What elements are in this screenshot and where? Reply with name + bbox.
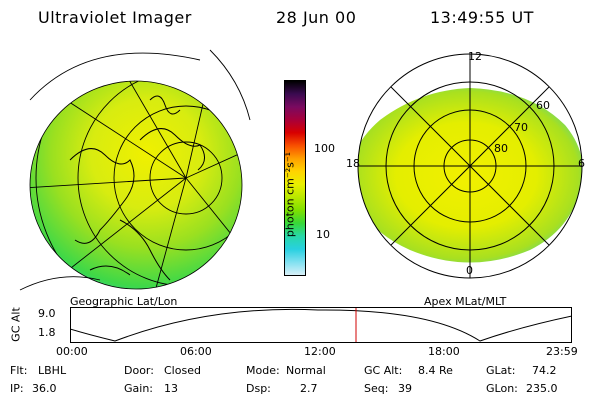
seq-value: 39 — [398, 382, 412, 395]
lat-label-70: 70 — [514, 121, 528, 134]
altitude-plot — [70, 307, 572, 343]
door-value: Closed — [164, 364, 201, 377]
alt-xtick-1800: 18:00 — [428, 345, 460, 358]
mlat-mlt-polar-plot: 12 18 6 0 60 70 80 — [346, 50, 585, 279]
glon-value: 235.0 — [526, 382, 558, 395]
alt-ytick-1-8: 1.8 — [38, 326, 56, 339]
door-label: Door: — [124, 364, 154, 377]
dsp-value: 2.7 — [300, 382, 318, 395]
colorbar-unit-label: photon cm⁻²s⁻¹ — [283, 151, 297, 238]
instrument-title: Ultraviolet Imager — [38, 8, 192, 27]
lat-label-60: 60 — [536, 99, 550, 112]
gcalt-label: GC Alt: — [364, 364, 403, 377]
image-date: 28 Jun 00 — [276, 8, 357, 27]
colorbar-tick-100: 100 — [314, 142, 335, 155]
ip-label: IP: — [10, 382, 24, 395]
alt-xtick-0000: 00:00 — [56, 345, 88, 358]
color-scale-bar — [284, 80, 306, 276]
colorbar-tick-10: 10 — [316, 228, 330, 241]
flt-value: LBHL — [38, 364, 67, 377]
alt-ytick-9: 9.0 — [38, 307, 56, 320]
lat-lon-grid — [30, 81, 242, 289]
altitude-curve — [70, 308, 572, 342]
mode-value: Normal — [286, 364, 326, 377]
dsp-label: Dsp: — [246, 382, 271, 395]
seq-label: Seq: — [364, 382, 389, 395]
auroral-image-right — [358, 88, 582, 263]
mlt-label-18: 18 — [346, 157, 360, 170]
auroral-image-left — [30, 81, 242, 289]
glat-value: 74.2 — [532, 364, 557, 377]
flt-label: Flt: — [10, 364, 28, 377]
alt-xtick-0600: 06:00 — [180, 345, 212, 358]
gcalt-value: 8.4 Re — [418, 364, 453, 377]
lat-label-80: 80 — [494, 142, 508, 155]
mlt-label-0: 0 — [466, 264, 473, 277]
gain-value: 13 — [164, 382, 178, 395]
left-panel-caption: Geographic Lat/Lon — [70, 295, 178, 308]
gain-label: Gain: — [124, 382, 153, 395]
image-time: 13:49:55 UT — [430, 8, 534, 27]
alt-xtick-2359: 23:59 — [546, 345, 578, 358]
mlt-label-6: 6 — [578, 157, 585, 170]
mode-label: Mode: — [246, 364, 280, 377]
glon-label: GLon: — [486, 382, 518, 395]
ip-value: 36.0 — [32, 382, 57, 395]
right-panel-caption: Apex MLat/MLT — [424, 295, 507, 308]
alt-plot-ylabel: GC Alt — [9, 307, 23, 342]
glat-label: GLat: — [486, 364, 516, 377]
alt-xtick-1200: 12:00 — [304, 345, 336, 358]
geographic-map — [19, 49, 251, 291]
mlt-label-12: 12 — [468, 50, 482, 63]
